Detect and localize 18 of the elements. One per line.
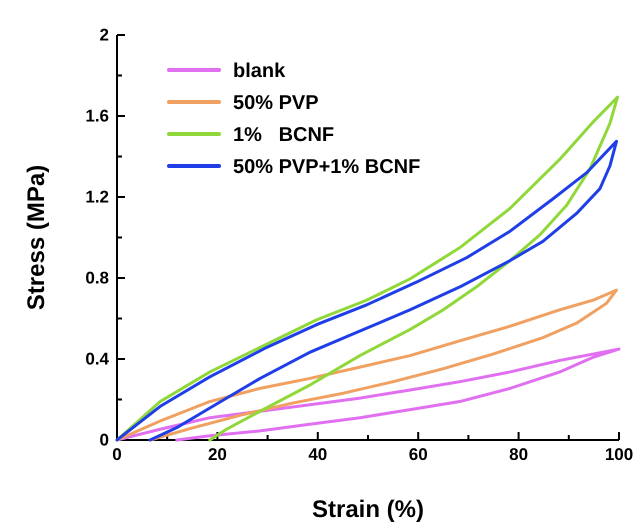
y-tick-label: 0.8 [85, 268, 109, 288]
x-tick-label: 0 [112, 445, 122, 464]
y-tick-label: 1.2 [85, 187, 109, 206]
y-tick-label: 0.4 [85, 349, 110, 368]
y-axis-title: Stress (MPa) [23, 164, 50, 310]
y-tick-label: 1.6 [85, 106, 109, 126]
x-tick-label: 60 [408, 445, 428, 464]
x-tick-label: 40 [308, 445, 328, 464]
legend-label: 50% PVP [233, 92, 319, 114]
x-tick-label: 100 [604, 445, 634, 464]
x-tick-label: 20 [208, 445, 227, 464]
legend-label: blank [233, 60, 286, 82]
y-tick-label: 2 [100, 25, 109, 44]
x-axis-title: Strain (%) [312, 496, 424, 523]
legend-label: 1% BCNF [233, 124, 334, 146]
legend-label: 50% PVP+1% BCNF [233, 156, 420, 178]
y-tick-label: 0 [100, 430, 109, 450]
x-tick-label: 80 [509, 445, 528, 464]
